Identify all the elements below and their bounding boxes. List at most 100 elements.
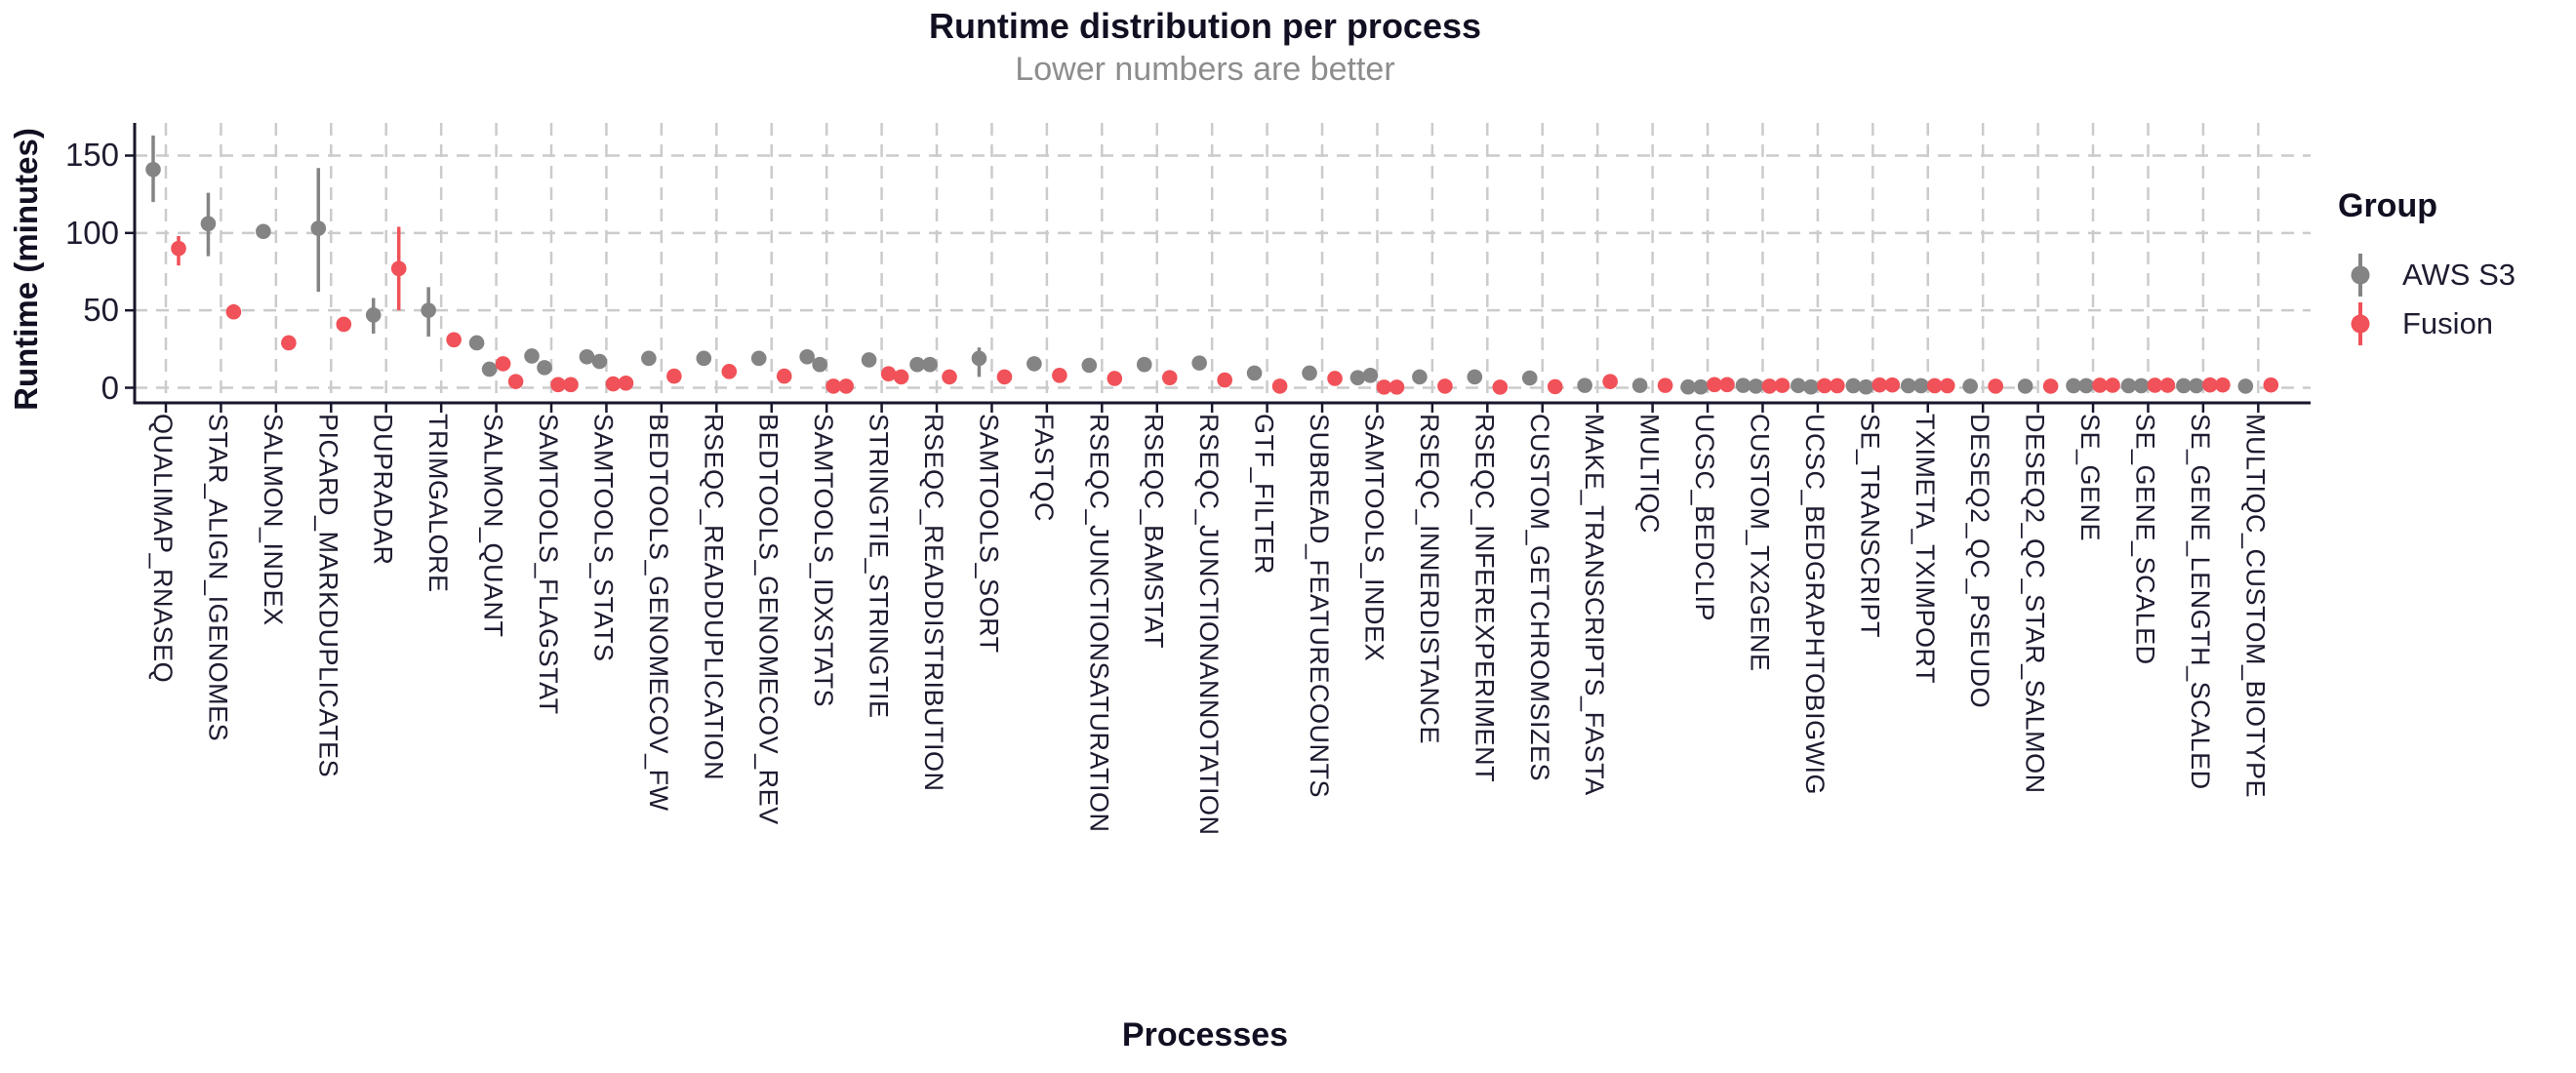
x-tick-label: TXIMETA_TXIMPORT	[1910, 414, 1940, 685]
x-tick-label: SALMON_INDEX	[258, 414, 288, 626]
aws-s3-point	[750, 350, 767, 367]
fusion-point	[225, 303, 242, 320]
aws-s3-point	[2133, 378, 2150, 394]
fusion-point	[495, 356, 511, 372]
aws-s3-point	[468, 335, 485, 351]
aws-s3-point	[1521, 370, 1538, 386]
fusion-point	[1939, 378, 1955, 394]
fusion-point	[1161, 370, 1178, 385]
x-tick-label: RSEQC_JUNCTIONSATURATION	[1084, 414, 1114, 833]
fusion-point	[2215, 377, 2231, 393]
aws-s3-point	[421, 302, 436, 318]
x-tick-label: RSEQC_BAMSTAT	[1139, 414, 1169, 650]
fusion-point	[1602, 374, 1618, 389]
pointrange-key-aws-icon	[2351, 254, 2370, 297]
x-tick-label: STAR_ALIGN_IGENOMES	[203, 414, 233, 742]
aws-s3-point	[2189, 378, 2204, 394]
legend-label-aws-s3: AWS S3	[2402, 258, 2516, 292]
fusion-point	[1052, 368, 1067, 383]
aws-s3-point	[2066, 378, 2081, 394]
fusion-point	[605, 376, 622, 392]
x-tick-label: TRIMGALORE	[423, 414, 454, 593]
fusion-point	[1774, 378, 1791, 393]
fusion-point	[1657, 378, 1673, 393]
aws-s3-point	[861, 352, 877, 368]
fusion-point	[2202, 377, 2218, 393]
x-tick-label: SALMON_QUANT	[478, 414, 508, 638]
x-tick-label: SAMTOOLS_INDEX	[1359, 414, 1389, 662]
aws-s3-point	[909, 356, 925, 373]
aws-s3-point	[1791, 378, 1806, 394]
fusion-point	[1547, 378, 1563, 395]
legend-item-fusion: Fusion	[2338, 299, 2516, 348]
fusion-point	[825, 378, 841, 394]
fusion-point	[880, 366, 897, 382]
legend: Group AWS S3 Fusion	[2338, 187, 2516, 348]
aws-s3-point	[537, 360, 552, 376]
aws-s3-point	[524, 348, 540, 364]
fusion-point	[281, 335, 297, 351]
y-tick-label: 150	[64, 137, 119, 174]
x-tick-label: BEDTOOLS_GENOMECOV_FW	[643, 414, 673, 812]
x-tick-label: FASTQC	[1028, 414, 1059, 523]
aws-s3-point	[2017, 378, 2033, 394]
fusion-point	[1761, 378, 1778, 394]
aws-s3-point	[1081, 357, 1098, 374]
aws-s3-point	[2078, 378, 2094, 394]
fusion-point	[666, 368, 682, 384]
fusion-point	[2159, 378, 2176, 393]
x-tick-label: BEDTOOLS_GENOMECOV_REV	[753, 414, 784, 825]
aws-s3-point	[200, 216, 217, 232]
aws-s3-point	[1467, 369, 1483, 385]
fusion-point	[1719, 377, 1735, 393]
x-tick-label: SE_GENE	[2075, 414, 2106, 542]
aws-s3-point	[2120, 378, 2137, 394]
x-tick-label: SUBREAD_FEATURECOUNTS	[1305, 414, 1335, 799]
aws-s3-point	[641, 350, 657, 367]
x-tick-label: GTF_FILTER	[1249, 414, 1279, 576]
x-tick-label: MAKE_TRANSCRIPTS_FASTA	[1580, 414, 1610, 796]
aws-s3-point	[1302, 365, 1317, 381]
fusion-point	[1437, 378, 1453, 394]
key-dot	[2351, 265, 2370, 285]
x-tick-label: MULTIQC	[1634, 414, 1665, 534]
aws-s3-point	[145, 161, 161, 178]
fusion-point	[171, 240, 186, 257]
fusion-point	[1817, 378, 1832, 394]
x-tick-label: DESEQ2_QC_PSEUDO	[1965, 414, 1995, 709]
fusion-point	[336, 316, 352, 333]
aws-s3-point	[1362, 368, 1379, 383]
fusion-point	[1926, 378, 1943, 394]
fusion-point	[390, 260, 407, 277]
aws-s3-point	[1693, 378, 1709, 395]
aws-s3-point	[1845, 378, 1862, 394]
aws-s3-point	[1803, 378, 1819, 395]
fusion-point	[446, 332, 462, 348]
x-tick-label: RSEQC_INFEREXPERIMENT	[1469, 414, 1500, 783]
chart-title: Runtime distribution per process	[928, 6, 1482, 46]
fusion-point	[2263, 377, 2279, 393]
aws-s3-point	[696, 350, 712, 367]
aws-s3-point	[481, 361, 498, 378]
aws-s3-point	[1680, 378, 1696, 395]
fusion-point	[1492, 379, 1509, 395]
key-dot	[2351, 314, 2370, 334]
x-tick-label: RSEQC_READDUPLICATION	[699, 414, 729, 781]
x-tick-label: MULTIQC_CUSTOM_BIOTYPE	[2240, 414, 2271, 799]
x-axis-title: Processes	[1121, 1016, 1289, 1053]
fusion-point	[2147, 378, 2163, 393]
x-tick-label: UCSC_BEDGRAPHTOBIGWIG	[1799, 414, 1830, 796]
fusion-point	[1872, 377, 1888, 393]
fusion-point	[1107, 371, 1123, 386]
aws-s3-point	[1026, 356, 1042, 372]
fusion-point	[1830, 378, 1845, 394]
x-tick-label: UCSC_BEDCLIP	[1690, 414, 1720, 622]
fusion-point	[1327, 371, 1343, 386]
fusion-point	[2042, 378, 2059, 394]
chart-subtitle: Lower numbers are better	[1015, 51, 1395, 88]
aws-s3-point	[1748, 378, 1764, 394]
aws-s3-point	[922, 356, 938, 373]
legend-title: Group	[2338, 187, 2437, 224]
fusion-point	[1271, 378, 1288, 394]
